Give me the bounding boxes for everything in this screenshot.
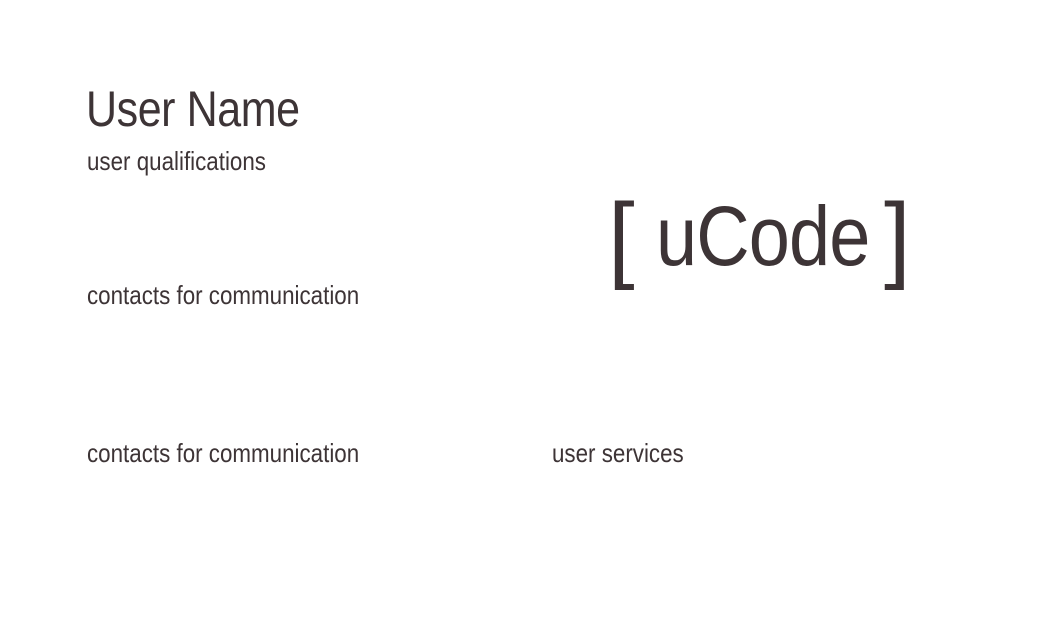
contacts-primary: contacts for communication bbox=[87, 280, 360, 310]
logo-bracket-left: [ bbox=[608, 184, 635, 291]
logo-bracket-right: ] bbox=[884, 184, 911, 291]
contacts-secondary: contacts for communication bbox=[87, 438, 360, 468]
logo-word: uCode bbox=[656, 189, 870, 283]
user-qualifications: user qualifications bbox=[87, 146, 266, 176]
user-services: user services bbox=[552, 438, 684, 468]
user-name: User Name bbox=[86, 81, 300, 137]
